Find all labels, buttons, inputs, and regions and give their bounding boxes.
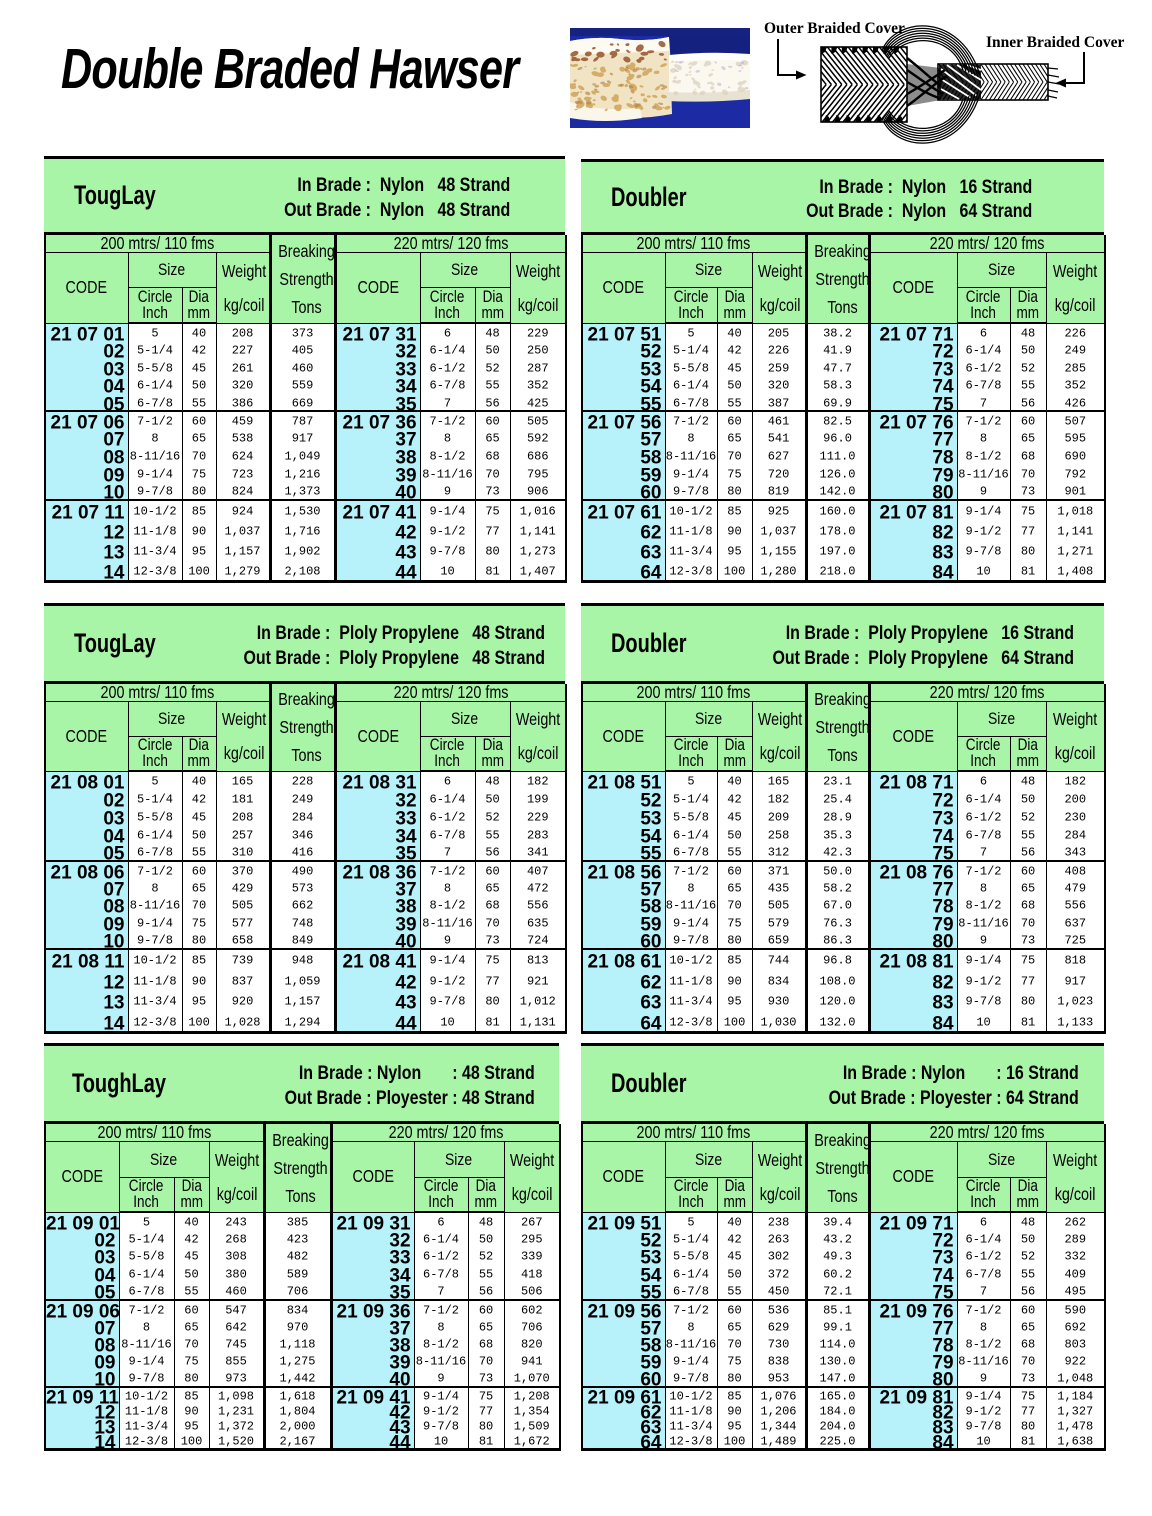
- svg-text:Outer Braided Cover: Outer Braided Cover: [764, 20, 905, 37]
- svg-text:Inner Braided Cover: Inner Braided Cover: [986, 34, 1124, 51]
